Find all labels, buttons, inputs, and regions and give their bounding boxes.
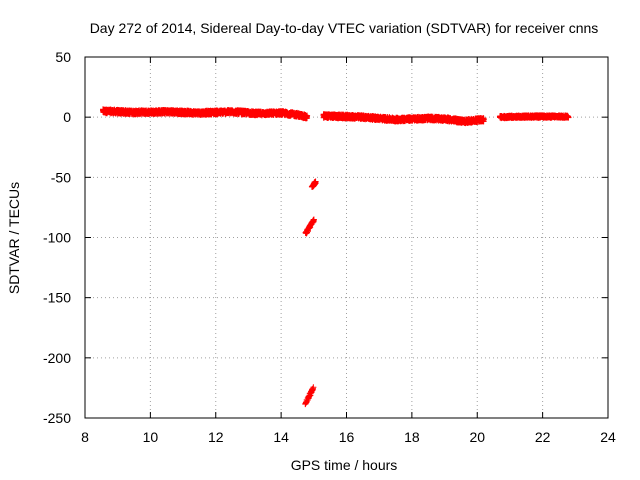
x-tick-label: 24 [600, 429, 616, 445]
x-tick-label: 16 [339, 429, 355, 445]
y-tick-label: 50 [55, 49, 71, 65]
x-tick-label: 20 [469, 429, 485, 445]
x-axis-label: GPS time / hours [291, 457, 398, 473]
chart-title: Day 272 of 2014, Sidereal Day-to-day VTE… [90, 20, 599, 36]
data-point [310, 216, 317, 223]
x-tick-label: 22 [535, 429, 551, 445]
x-tick-label: 8 [81, 429, 89, 445]
data-point [310, 217, 317, 224]
x-tick-label: 10 [143, 429, 159, 445]
data-point [310, 384, 317, 391]
y-tick-label: -50 [51, 169, 71, 185]
data-point [304, 112, 311, 119]
y-axis-label: SDTVAR / TECUs [6, 182, 22, 294]
data-point [312, 178, 319, 185]
y-tick-label: -200 [43, 350, 71, 366]
y-tick-label: 0 [63, 109, 71, 125]
data-points [100, 106, 572, 408]
x-tick-label: 12 [208, 429, 224, 445]
y-tick-label: -150 [43, 290, 71, 306]
data-point [480, 115, 487, 122]
y-tick-label: -100 [43, 230, 71, 246]
x-tick-label: 14 [273, 429, 289, 445]
data-point [565, 114, 572, 121]
axis-ticks: 8 10 12 14 16 18 20 22 24 50 0 -50 -100 -150 -200 -250 [43, 49, 616, 445]
x-tick-label: 18 [404, 429, 420, 445]
y-tick-label: -250 [43, 410, 71, 426]
